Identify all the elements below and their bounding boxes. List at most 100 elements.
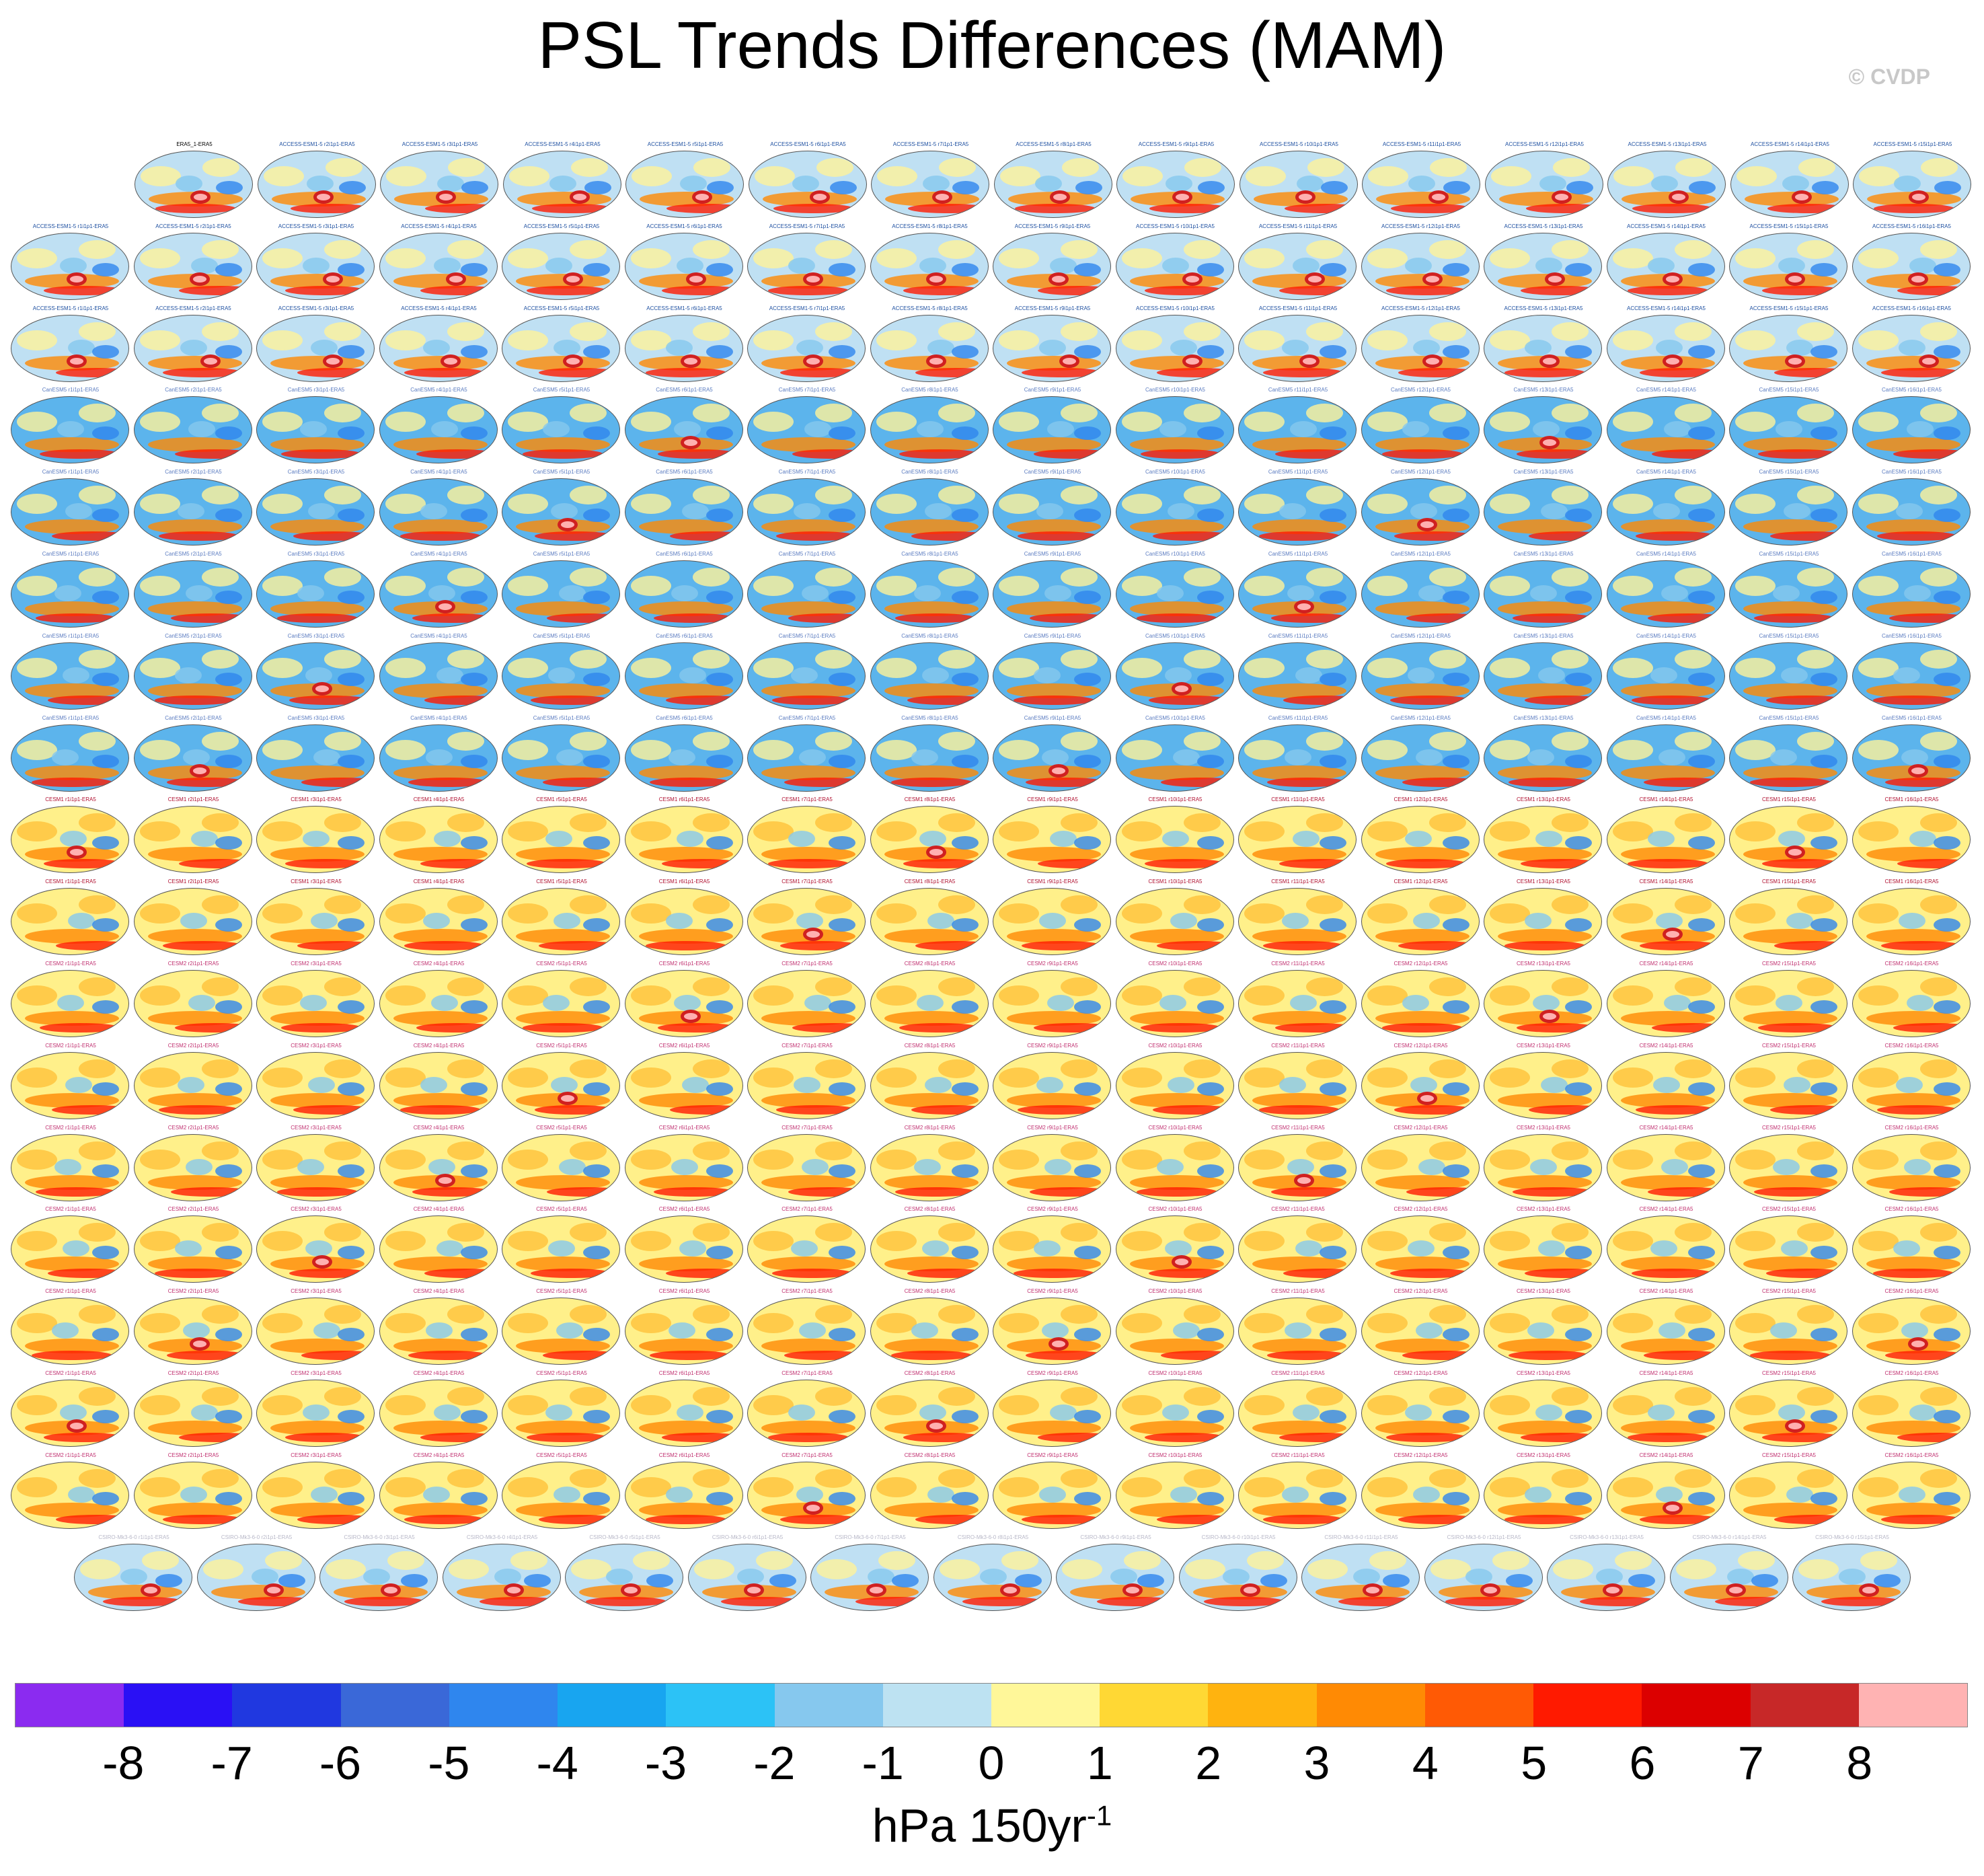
field-anomaly-region <box>1612 494 1653 515</box>
field-anomaly-region <box>570 486 607 505</box>
map-panel: CESM2 r2i1p1-ERA5 <box>132 1288 255 1367</box>
map-panel: CESM1 r10i1p1-ERA5 <box>1114 878 1237 958</box>
field-anomaly-region <box>554 913 580 930</box>
field-anomaly-region <box>911 1322 938 1339</box>
map-panel-title: ACCESS-ESM1-5 r3i1p1-ERA5 <box>278 305 354 311</box>
field-anomaly-region <box>1490 1231 1530 1252</box>
field-anomaly-region <box>1061 977 1098 996</box>
map-panel: CanESM5 r5i1p1-ERA5 <box>500 469 623 548</box>
field-anomaly-region <box>155 204 236 213</box>
map-panel-title: ACCESS-ESM1-5 r10i1p1-ERA5 <box>1136 305 1215 311</box>
global-map <box>870 806 989 874</box>
field-anomaly-region <box>583 1164 610 1178</box>
field-anomaly-region <box>1919 486 1957 505</box>
field-anomaly-region <box>305 1240 332 1257</box>
map-panel-title: CESM2 r7i1p1-ERA5 <box>781 1288 833 1295</box>
map-panel: CanESM5 r3i1p1-ERA5 <box>255 715 377 794</box>
field-anomaly-region <box>1368 166 1408 186</box>
positive-anomaly-center <box>1295 190 1315 204</box>
field-anomaly-region <box>1007 601 1101 616</box>
map-panel: CanESM5 r1i1p1-ERA5 <box>9 469 132 548</box>
map-panel: CESM2 r14i1p1-ERA5 <box>1605 1452 1728 1532</box>
map-panel: CESM2 r13i1p1-ERA5 <box>1482 1206 1605 1285</box>
field-anomaly-region <box>1674 322 1712 341</box>
field-anomaly-region <box>1121 1231 1162 1252</box>
map-panel: CESM2 r12i1p1-ERA5 <box>1360 1206 1482 1285</box>
positive-anomaly-center <box>190 190 211 204</box>
field-anomaly-region <box>1007 929 1101 944</box>
field-anomaly-region <box>1888 1187 1970 1197</box>
field-anomaly-region <box>17 1395 57 1415</box>
field-anomaly-region <box>188 995 215 1011</box>
field-anomaly-region <box>951 1164 979 1178</box>
field-anomaly-region <box>661 285 742 295</box>
global-map <box>1238 724 1357 792</box>
field-anomaly-region <box>570 239 607 259</box>
field-anomaly-region <box>755 1550 793 1570</box>
field-anomaly-region <box>1743 929 1837 944</box>
field-anomaly-region <box>894 1187 976 1197</box>
field-anomaly-region <box>1074 1246 1101 1260</box>
map-panel: CESM2 r12i1p1-ERA5 <box>1360 1452 1482 1532</box>
global-map <box>1361 1133 1480 1201</box>
map-panel-title: CanESM5 r3i1p1-ERA5 <box>287 469 345 476</box>
map-panel: CESM2 r10i1p1-ERA5 <box>1114 1206 1237 1285</box>
map-panel-title: CanESM5 r12i1p1-ERA5 <box>1391 632 1451 639</box>
map-panel-title: CESM2 r8i1p1-ERA5 <box>904 1042 956 1049</box>
field-anomaly-region <box>705 1328 733 1342</box>
map-panel-title: CESM2 r16i1p1-ERA5 <box>1884 1124 1939 1131</box>
field-anomaly-region <box>570 1141 607 1160</box>
field-anomaly-region <box>326 1559 366 1579</box>
field-anomaly-region <box>884 601 979 616</box>
field-anomaly-region <box>1410 1076 1437 1093</box>
field-anomaly-region <box>1674 1223 1712 1242</box>
field-anomaly-region <box>761 1092 855 1108</box>
field-anomaly-region <box>1406 1187 1479 1197</box>
global-map <box>11 724 129 792</box>
global-map <box>1484 1461 1602 1529</box>
map-panel-title: CESM2 r9i1p1-ERA5 <box>1027 961 1078 967</box>
map-panel: CESM2 r14i1p1-ERA5 <box>1605 961 1728 1040</box>
global-map <box>747 1133 866 1201</box>
map-panel-title: CESM2 r5i1p1-ERA5 <box>536 1370 587 1376</box>
map-panel: CESM2 r6i1p1-ERA5 <box>623 1452 746 1532</box>
map-panel-title: CESM1 r2i1p1-ERA5 <box>167 796 219 803</box>
map-panel-title: CanESM5 r15i1p1-ERA5 <box>1759 551 1819 557</box>
field-anomaly-region <box>1121 1149 1162 1170</box>
map-panel: CESM2 r9i1p1-ERA5 <box>991 1043 1114 1122</box>
field-anomaly-region <box>1674 649 1712 669</box>
field-anomaly-region <box>952 181 979 194</box>
field-anomaly-region <box>79 1387 116 1406</box>
map-panel-title: CanESM5 r8i1p1-ERA5 <box>901 469 958 476</box>
global-map <box>624 970 743 1037</box>
colorbar-tick-label: -5 <box>428 1737 470 1789</box>
field-anomaly-region <box>1284 204 1357 213</box>
field-anomaly-region <box>884 929 979 944</box>
global-map <box>1361 1051 1480 1119</box>
field-anomaly-region <box>460 1000 488 1014</box>
field-anomaly-region <box>1282 913 1309 930</box>
field-anomaly-region <box>17 576 57 596</box>
field-anomaly-region <box>508 903 548 924</box>
map-panel: CESM1 r14i1p1-ERA5 <box>1605 878 1728 958</box>
field-anomaly-region <box>753 494 794 515</box>
field-anomaly-region <box>1418 585 1445 601</box>
field-anomaly-region <box>1674 1141 1712 1160</box>
global-map <box>256 232 375 300</box>
map-panel-title: CESM2 r10i1p1-ERA5 <box>1148 1042 1203 1049</box>
field-anomaly-region <box>1442 262 1470 276</box>
map-panel: CESM1 r3i1p1-ERA5 <box>255 796 377 876</box>
positive-anomaly-center <box>1603 1583 1623 1597</box>
field-anomaly-region <box>338 836 365 850</box>
field-anomaly-region <box>262 1313 303 1334</box>
field-anomaly-region <box>1183 977 1221 996</box>
field-anomaly-region <box>56 941 128 951</box>
field-anomaly-region <box>430 421 458 438</box>
global-map <box>502 1215 620 1283</box>
field-anomaly-region <box>1161 257 1189 274</box>
field-anomaly-region <box>1810 754 1837 768</box>
global-map <box>1729 642 1847 710</box>
field-anomaly-region <box>1490 1476 1530 1497</box>
field-anomaly-region <box>1858 330 1899 350</box>
field-anomaly-region <box>1074 918 1101 932</box>
